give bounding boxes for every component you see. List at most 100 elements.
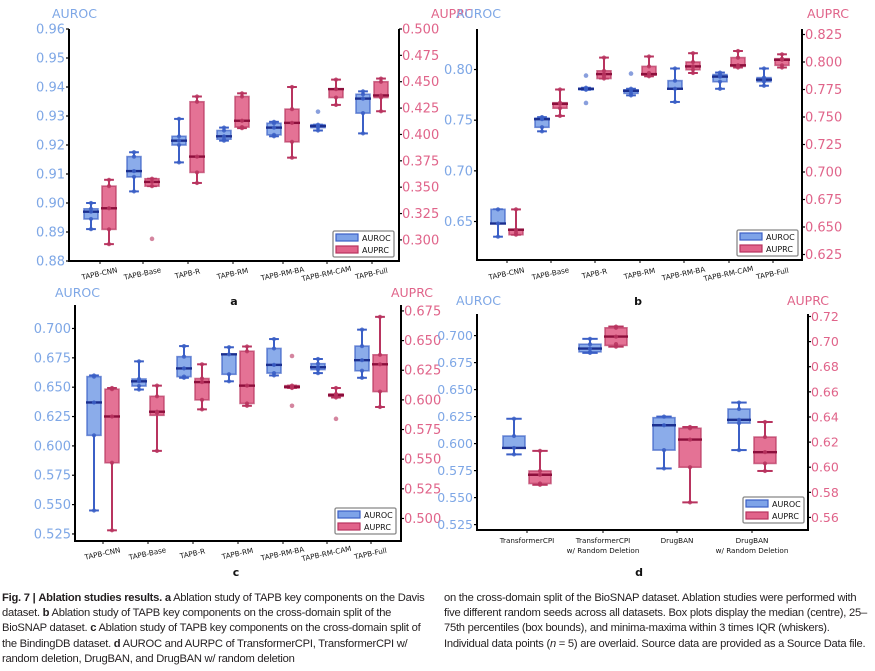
auroc-data-point [181, 366, 187, 371]
auprc-data-point [194, 180, 200, 186]
auprc-box-3 [234, 91, 250, 131]
auprc-data-point [333, 385, 339, 391]
left-tick-label: 0.575 [437, 463, 473, 478]
auroc-box-6 [756, 66, 772, 88]
caption-seg-c-text: Ablation study of TAPB key components on… [2, 622, 421, 650]
caption-seg-a-text: Ablation study of TAPB key components on… [2, 592, 425, 620]
auprc-outlier-point [289, 353, 295, 359]
left-tick-label: 0.700 [437, 328, 473, 343]
auprc-iqr-box [284, 108, 300, 143]
left-tick-label: 0.90 [36, 197, 65, 212]
auroc-data-point [761, 75, 767, 80]
auroc-outlier-point [628, 71, 634, 76]
figure-canvas: AUROC AUPRC0.880.890.900.910.920.930.940.… [34, 6, 850, 579]
auprc-data-point [194, 154, 200, 159]
auprc-box-1 [552, 87, 568, 118]
auroc-data-point [315, 370, 321, 376]
x-tick-label-line: w/ Random Deletion [716, 546, 789, 555]
auprc-data-point [333, 391, 339, 397]
auprc-data-point [199, 376, 205, 381]
auroc-data-point [131, 154, 137, 159]
auprc-data-point [289, 84, 295, 90]
right-tick-label: 0.750 [805, 111, 842, 126]
x-tick-label: TAPB-CNN [487, 265, 525, 282]
x-tick-label-line: TAPB-RM-CAM [300, 544, 352, 564]
panel-letter-a: a [230, 295, 237, 308]
caption-seg-a-letter: a [164, 592, 171, 604]
auprc-box-1 [149, 383, 165, 453]
auprc-data-point [762, 450, 768, 455]
caption-seg-c-letter: c [90, 622, 97, 635]
left-tick-label: 0.75 [444, 114, 473, 129]
legend-swatch-auprc [337, 522, 361, 531]
auprc-data-point [557, 113, 563, 118]
left-tick-label: 0.92 [36, 139, 65, 154]
x-tick-label-line: w/ Random Deletion [567, 546, 640, 555]
auroc-box-6 [355, 89, 371, 136]
auprc-data-point [537, 468, 543, 474]
auroc-data-point [661, 466, 667, 471]
auroc-data-point [181, 374, 187, 379]
left-tick-label: 0.525 [34, 527, 71, 542]
left-tick-label: 0.94 [36, 81, 65, 96]
auprc-data-point [690, 70, 696, 76]
auroc-data-point [271, 370, 277, 376]
auprc-data-point [106, 227, 112, 232]
auroc-data-point [181, 354, 187, 359]
left-tick-label: 0.89 [36, 226, 65, 241]
auprc-box-0 [528, 448, 552, 487]
legend-swatch-auroc [335, 233, 359, 242]
auroc-data-point [359, 343, 365, 349]
auroc-box-0 [83, 200, 99, 232]
auprc-data-point [333, 95, 339, 100]
auprc-data-point [537, 448, 543, 453]
auroc-data-point [717, 79, 723, 84]
auroc-data-point [315, 122, 321, 127]
auprc-box-5 [328, 385, 344, 422]
legend-swatch-auroc [745, 499, 769, 508]
left-tick-label: 0.96 [36, 23, 65, 38]
auprc-data-point [289, 120, 295, 125]
left-tick-label: 0.550 [34, 498, 71, 513]
x-tick-label: TAPB-R [178, 546, 206, 560]
auroc-box-0 [490, 207, 506, 239]
auprc-data-point [289, 139, 295, 144]
caption-right-text-1: on the cross-domain split of the BioSNAP… [444, 592, 867, 650]
panel-a-chart: AUROC AUPRC 0.88 0.89 0.90 0.91 0.92 0.93 0.94 0.… [36, 6, 473, 283]
auprc-data-point [109, 460, 115, 465]
auroc-data-point [91, 373, 97, 378]
auprc-iqr-box [372, 354, 388, 393]
auprc-data-point [239, 91, 245, 96]
auprc-data-point [377, 352, 383, 357]
auroc-box-2 [578, 73, 594, 106]
x-tick-label-line: TAPB-Full [754, 266, 789, 282]
auprc-data-point [687, 437, 693, 442]
auroc-box-0 [86, 373, 102, 513]
auroc-data-point [360, 89, 366, 94]
x-tick-label: TAPB-RM-CAM [300, 544, 352, 564]
auroc-data-point [91, 508, 97, 513]
auprc-data-point [239, 124, 245, 130]
auroc-iqr-box [126, 155, 142, 178]
auroc-iqr-box [86, 375, 102, 437]
caption-right-text-2: = 5) are overlaid. Source data are provi… [555, 637, 866, 650]
auroc-box-5 [310, 356, 326, 376]
auprc-data-point [377, 314, 383, 319]
x-tick-label-line: TAPB-CNN [487, 265, 525, 282]
auprc-data-point [735, 55, 741, 60]
auroc-data-point [91, 433, 97, 438]
auroc-data-point [360, 92, 366, 97]
auprc-data-point [687, 424, 693, 430]
auprc-data-point [646, 54, 652, 59]
auroc-data-point [628, 86, 634, 91]
right-tick-label: 0.725 [805, 138, 842, 153]
auroc-data-point [511, 416, 517, 421]
legend: AUROC AUPRC [736, 229, 799, 257]
left-axis-title: AUROC [456, 293, 501, 308]
right-tick-label: 0.675 [404, 304, 441, 319]
x-tick-label-line: TAPB-RM [622, 266, 656, 282]
right-tick-label: 0.475 [402, 49, 439, 64]
auroc-box-1 [126, 150, 142, 194]
panel-letter-d: d [635, 566, 643, 579]
x-tick-label-line: TAPB-Base [530, 265, 570, 282]
